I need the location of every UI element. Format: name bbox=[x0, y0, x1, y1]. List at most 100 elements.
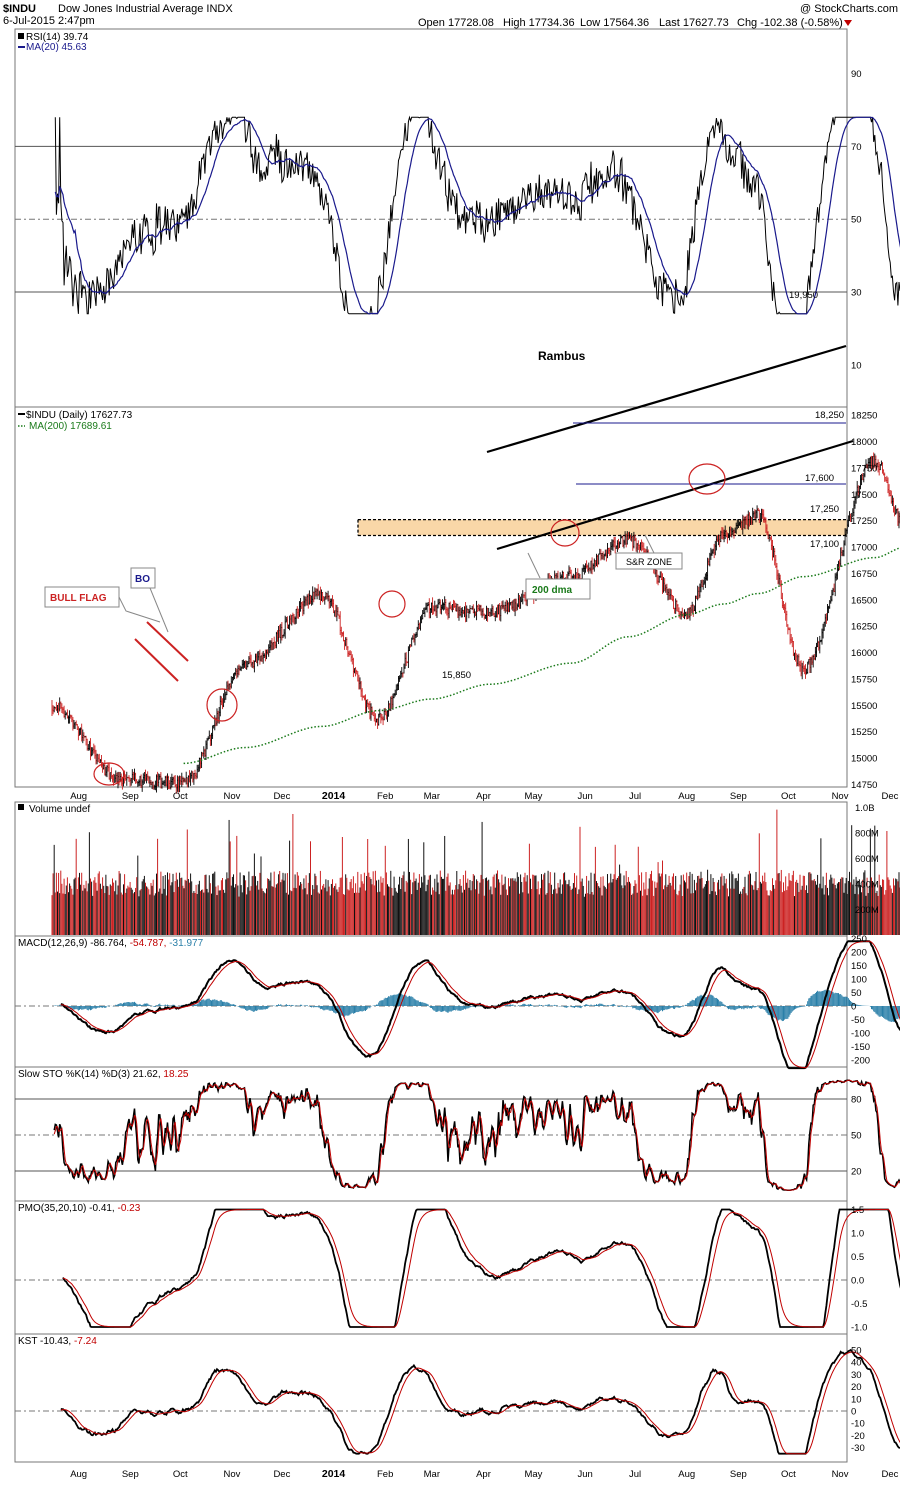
sto-d-line bbox=[53, 1079, 900, 1191]
price-title: $INDU (Daily) 17627.73 bbox=[26, 410, 133, 421]
channel-top-line bbox=[486, 344, 847, 454]
bottom-month-label-5: 2014 bbox=[322, 1468, 346, 1480]
price-tick-6: 16750 bbox=[851, 569, 877, 580]
circle-feb-2015 bbox=[550, 519, 580, 547]
label-17100: 17,100 bbox=[810, 539, 839, 550]
macd-tick-9: -200 bbox=[851, 1056, 870, 1067]
pmo-tick-5: -1.0 bbox=[851, 1323, 867, 1334]
sto-title-b: 18.25 bbox=[161, 1069, 189, 1080]
rsi-tick-3: 30 bbox=[851, 288, 862, 299]
rsi-tick-2: 50 bbox=[851, 215, 862, 226]
top-month-label-16: Dec bbox=[882, 791, 899, 802]
price-tick-7: 16500 bbox=[851, 595, 877, 606]
macd-tick-2: 150 bbox=[851, 961, 867, 972]
bo-box bbox=[130, 567, 156, 589]
bull-flag-label: BULL FLAG bbox=[50, 593, 107, 604]
price-tick-1: 18000 bbox=[851, 437, 877, 448]
top-month-label-14: Oct bbox=[781, 791, 796, 802]
circle-feb-2014 bbox=[206, 688, 238, 722]
rsi-tick-0: 90 bbox=[851, 69, 862, 80]
channel-bottom-line bbox=[496, 439, 854, 551]
pmo-tick-3: 0.0 bbox=[851, 1276, 864, 1287]
low-label: Low 17564.36 bbox=[580, 17, 649, 29]
volume-tick-1: 800M bbox=[855, 829, 879, 840]
flag-line-upper bbox=[146, 621, 189, 662]
price-tick-0: 18250 bbox=[851, 411, 877, 422]
down-arrow-icon bbox=[844, 20, 852, 26]
rsi-lines bbox=[54, 115, 900, 315]
price-tick-12: 15250 bbox=[851, 727, 877, 738]
macd-line bbox=[60, 940, 900, 1070]
volume-legend-swatch bbox=[18, 804, 24, 810]
dma-pointer bbox=[527, 552, 541, 579]
macd-title-b: -54.787, bbox=[127, 938, 166, 949]
bottom-month-label-9: May bbox=[524, 1469, 542, 1480]
volume-title: Volume undef bbox=[29, 804, 90, 815]
kst-panel bbox=[14, 1333, 848, 1463]
price-tick-10: 15750 bbox=[851, 674, 877, 685]
pmo-title: PMO(35,20,10) -0.41, -0.23 bbox=[18, 1203, 141, 1214]
bottom-month-label-0: Aug bbox=[70, 1469, 87, 1480]
kst-tick-1: 40 bbox=[851, 1358, 862, 1369]
bottom-month-label-15: Nov bbox=[832, 1469, 849, 1480]
date-label: 6-Jul-2015 2:47pm bbox=[3, 15, 95, 27]
macd-title-c: -31.977 bbox=[166, 938, 203, 949]
macd-title: MACD(12,26,9) -86.764, -54.787, -31.977 bbox=[18, 938, 204, 949]
circle-jul-2015 bbox=[688, 463, 726, 495]
pmo-title-a: PMO(35,20,10) -0.41, bbox=[18, 1203, 115, 1214]
price-tick-14: 14750 bbox=[851, 780, 877, 791]
top-month-label-8: Apr bbox=[476, 791, 491, 802]
price-tick-5: 17000 bbox=[851, 543, 877, 554]
rsi-legend-swatch bbox=[18, 33, 24, 39]
macd-title-a: MACD(12,26,9) -86.764, bbox=[18, 938, 127, 949]
macd-tick-1: 200 bbox=[851, 948, 867, 959]
label-17250: 17,250 bbox=[810, 504, 839, 515]
price-tick-8: 16250 bbox=[851, 622, 877, 633]
top-month-label-12: Aug bbox=[678, 791, 695, 802]
top-month-label-13: Sep bbox=[730, 791, 747, 802]
rsi-ma-line bbox=[54, 116, 900, 315]
top-month-label-5: 2014 bbox=[322, 790, 346, 802]
circle-oct-2013 bbox=[93, 762, 125, 786]
top-month-label-10: Jun bbox=[577, 791, 592, 802]
price-tick-3: 17500 bbox=[851, 490, 877, 501]
rsi-note-label: 19,950 bbox=[789, 290, 818, 301]
top-month-label-6: Feb bbox=[377, 791, 393, 802]
kst-tick-8: -30 bbox=[851, 1443, 865, 1454]
kst-tick-5: 0 bbox=[851, 1407, 856, 1418]
volume-tick-3: 400M bbox=[855, 880, 879, 891]
rsi-line bbox=[54, 115, 900, 315]
price-bars bbox=[51, 452, 900, 794]
kst-tick-6: -10 bbox=[851, 1419, 865, 1430]
label-15850: 15,850 bbox=[442, 670, 471, 681]
top-month-label-11: Jul bbox=[629, 791, 641, 802]
bottom-month-label-1: Sep bbox=[122, 1469, 139, 1480]
sto-title-a: Slow STO %K(14) %D(3) 21.62, bbox=[18, 1069, 161, 1080]
top-month-label-2: Oct bbox=[173, 791, 188, 802]
sr-zone-box bbox=[615, 552, 683, 570]
bottom-month-label-13: Sep bbox=[730, 1469, 747, 1480]
top-month-label-1: Sep bbox=[122, 791, 139, 802]
macd-tick-5: 0 bbox=[851, 1002, 856, 1013]
bottom-month-label-14: Oct bbox=[781, 1469, 796, 1480]
rsi-tick-1: 70 bbox=[851, 142, 862, 153]
pmo-tick-0: 1.5 bbox=[851, 1205, 864, 1216]
pmo-title-b: -0.23 bbox=[115, 1203, 141, 1214]
macd-signal-line bbox=[60, 940, 900, 1069]
price-panel bbox=[14, 406, 848, 788]
top-month-label-15: Nov bbox=[832, 791, 849, 802]
bottom-month-label-16: Dec bbox=[882, 1469, 899, 1480]
sto-tick-2: 20 bbox=[851, 1167, 862, 1178]
kst-title-a: KST -10.43, bbox=[18, 1336, 71, 1347]
dma-box bbox=[525, 578, 591, 600]
bottom-month-label-2: Oct bbox=[173, 1469, 188, 1480]
rsi-ma-title: MA(20) 45.63 bbox=[26, 42, 87, 53]
sr-zone bbox=[357, 518, 847, 537]
panel-titles: RSI(14) 39.74 MA(20) 45.63 $INDU (Daily)… bbox=[18, 32, 204, 1347]
sto-title: Slow STO %K(14) %D(3) 21.62, 18.25 bbox=[18, 1069, 189, 1080]
kst-tick-3: 20 bbox=[851, 1382, 862, 1393]
ma200-title: MA(200) 17689.61 bbox=[29, 421, 112, 432]
volume-bars bbox=[51, 809, 900, 935]
symbol-label: $INDU bbox=[3, 3, 36, 15]
pmo-tick-2: 0.5 bbox=[851, 1252, 864, 1263]
